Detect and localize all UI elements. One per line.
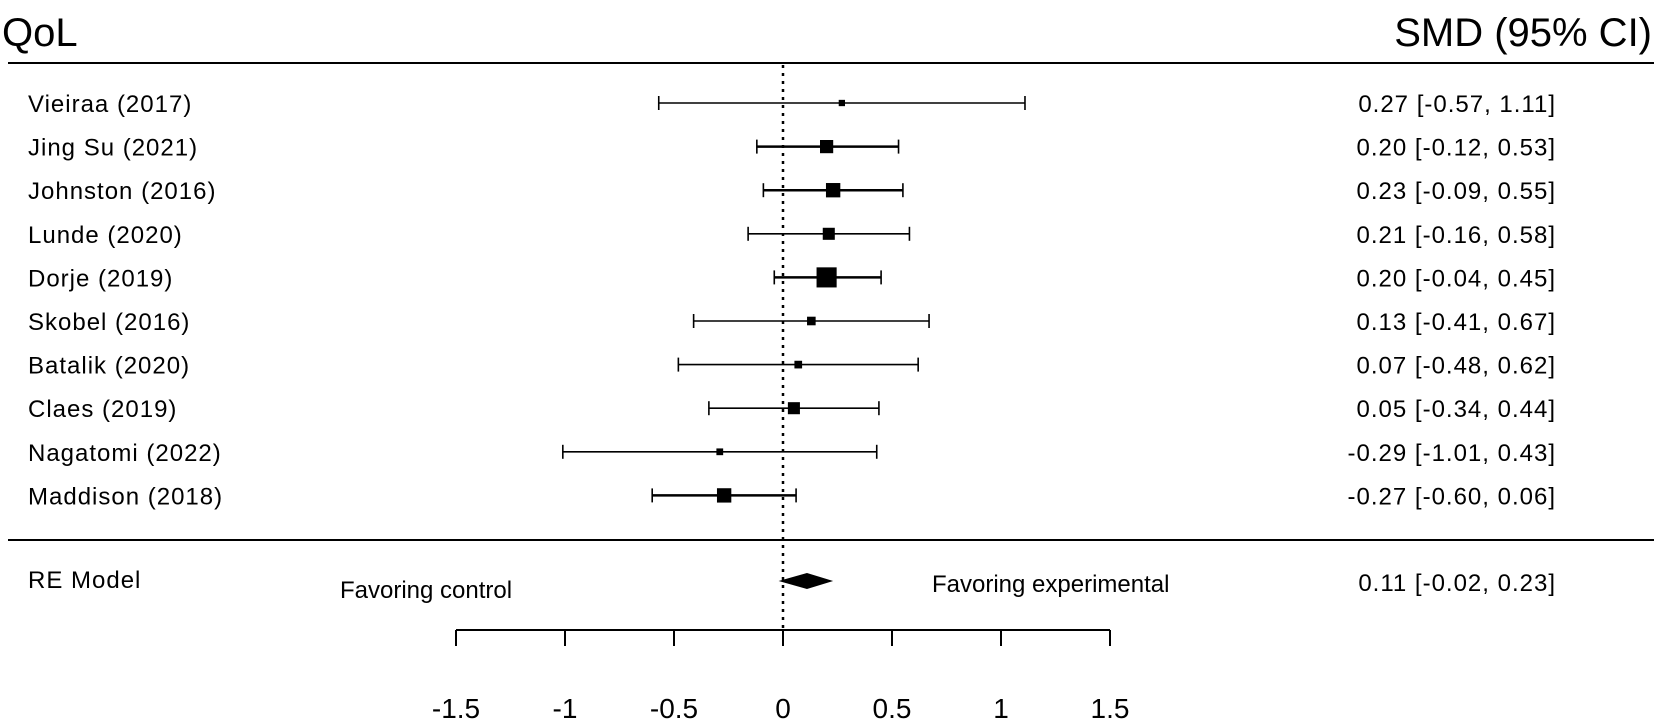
x-tick-label: -0.5 (650, 693, 698, 721)
study-row: Skobel (2016) 0.13 [-0.41, 0.67] (28, 309, 1556, 336)
summary-diamond (778, 573, 834, 589)
study-label: Nagatomi (2022) (28, 440, 222, 467)
study-ci-text: 0.07 [-0.48, 0.62] (1357, 353, 1556, 380)
study-label: Batalik (2020) (28, 353, 190, 380)
study-row: Jing Su (2021) 0.20 [-0.12, 0.53] (28, 135, 1556, 162)
annotation-favoring-experimental: Favoring experimental (932, 571, 1169, 598)
x-tick-label: -1 (553, 693, 578, 721)
point-estimate-square (825, 183, 841, 198)
x-tick-label: 0 (775, 693, 791, 721)
x-tick-label: 0.5 (873, 693, 912, 721)
summary-estimate-mark (778, 573, 834, 589)
point-estimate-square (822, 227, 835, 240)
x-tick-label: -1.5 (432, 693, 480, 721)
study-row: Johnston (2016) 0.23 [-0.09, 0.55] (28, 178, 1556, 205)
study-label: Jing Su (2021) (28, 135, 198, 162)
summary-ci-text: 0.11 [-0.02, 0.23] (1358, 570, 1556, 597)
study-label: Johnston (2016) (28, 178, 216, 205)
study-ci-text: 0.20 [-0.04, 0.45] (1357, 265, 1556, 292)
right-title: SMD (95% CI) (1394, 11, 1652, 55)
study-label: Lunde (2020) (28, 222, 183, 249)
study-ci-text: 0.27 [-0.57, 1.11] (1358, 91, 1556, 118)
study-row: Lunde (2020) 0.21 [-0.16, 0.58] (28, 222, 1556, 249)
point-estimate-square (787, 402, 800, 415)
x-axis: -1.5 -1 -0.5 0 0.5 1 1.5 (432, 629, 1130, 721)
annotation-favoring-control: Favoring control (340, 577, 512, 604)
x-tick-label: 1 (993, 693, 1009, 721)
study-ci-text: 0.05 [-0.34, 0.44] (1357, 396, 1556, 423)
study-row: Dorje (2019) 0.20 [-0.04, 0.45] (28, 265, 1556, 292)
point-estimate-square (807, 316, 816, 326)
point-estimate-square (716, 448, 724, 456)
study-label: Dorje (2019) (28, 265, 173, 292)
study-row: Claes (2019) 0.05 [-0.34, 0.44] (28, 396, 1556, 423)
study-label: Claes (2019) (28, 396, 177, 423)
study-row: Maddison (2018) -0.27 [-0.60, 0.06] (28, 483, 1556, 510)
study-label: Maddison (2018) (28, 483, 223, 510)
study-row: Nagatomi (2022) -0.29 [-1.01, 0.43] (28, 440, 1556, 467)
study-ci-text: -0.27 [-0.60, 0.06] (1348, 483, 1556, 510)
study-ci-text: -0.29 [-1.01, 0.43] (1348, 440, 1556, 467)
point-estimate-square (838, 99, 846, 107)
study-ci-text: 0.23 [-0.09, 0.55] (1357, 178, 1556, 205)
study-label: Vieiraa (2017) (28, 91, 192, 118)
study-ci-text: 0.13 [-0.41, 0.67] (1357, 309, 1556, 336)
summary-label: RE Model (28, 567, 141, 594)
point-estimate-square (820, 140, 834, 154)
study-ci-text: 0.20 [-0.12, 0.53] (1357, 135, 1556, 162)
study-row: Vieiraa (2017) 0.27 [-0.57, 1.11] (28, 91, 1556, 118)
study-row: Batalik (2020) 0.07 [-0.48, 0.62] (28, 353, 1556, 380)
point-estimate-square (794, 360, 803, 369)
study-label: Skobel (2016) (28, 309, 190, 336)
left-title: QoL (2, 11, 78, 55)
point-estimate-square (816, 267, 837, 288)
study-ci-text: 0.21 [-0.16, 0.58] (1357, 222, 1556, 249)
point-estimate-square (716, 488, 732, 503)
x-tick-label: 1.5 (1091, 693, 1130, 721)
study-rows: Vieiraa (2017) 0.27 [-0.57, 1.11] Jing Su … (28, 91, 1556, 510)
